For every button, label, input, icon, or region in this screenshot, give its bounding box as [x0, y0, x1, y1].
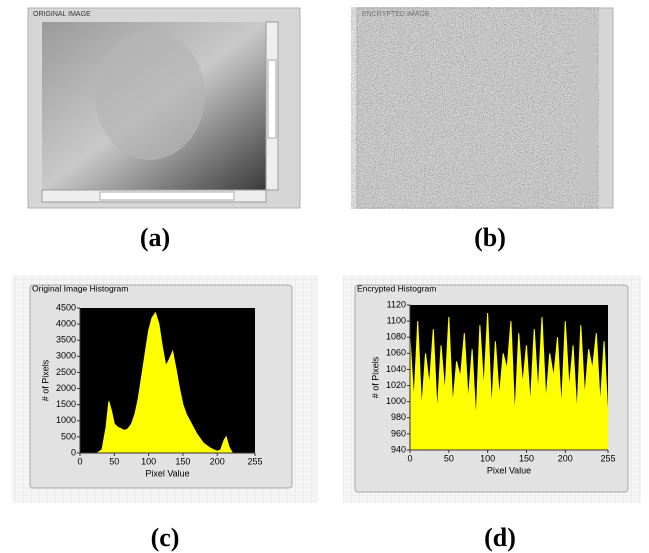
chart-title: Original Image Histogram	[32, 283, 128, 293]
x-tick-label: 100	[141, 456, 156, 466]
x-tick-label: 255	[600, 453, 615, 463]
y-tick-label: 3000	[56, 351, 76, 361]
y-tick-label: 2000	[56, 383, 76, 393]
x-tick-label: 50	[109, 456, 119, 466]
image-border	[578, 24, 596, 192]
y-tick-label: 1080	[386, 332, 406, 342]
x-tick-label: 200	[558, 453, 573, 463]
x-tick-label: 255	[247, 456, 262, 466]
caption: (b)	[474, 223, 506, 252]
y-tick-label: 500	[61, 431, 76, 441]
y-tick-label: 4000	[56, 318, 76, 328]
scroll-thumb[interactable]	[267, 59, 277, 139]
y-tick-label: 3500	[56, 335, 76, 345]
caption: (a)	[140, 223, 170, 252]
area	[80, 312, 255, 453]
y-tick-label: 1060	[386, 348, 406, 358]
x-axis-label: Pixel Value	[145, 468, 189, 478]
caption: (d)	[484, 523, 516, 552]
y-tick-label: 2500	[56, 367, 76, 377]
line	[409, 313, 609, 422]
y-tick-label: 940	[391, 444, 406, 454]
x-tick-label: 0	[77, 456, 82, 466]
y-tick-label: 960	[391, 428, 406, 438]
y-tick-label: 1000	[56, 415, 76, 425]
y-tick-label: 1120	[387, 299, 406, 309]
y-tick-label: 0	[71, 447, 76, 457]
image-title: ORIGINAL IMAGE	[33, 11, 91, 18]
chart-title: Encrypted Histogram	[357, 283, 436, 293]
y-tick-label: 980	[391, 412, 406, 422]
y-tick-label: 1000	[386, 396, 406, 406]
y-axis-label: # of Pixels	[40, 359, 50, 401]
encrypted-image	[372, 24, 578, 192]
line	[80, 311, 255, 454]
y-axis-label: # of Pixels	[370, 356, 380, 398]
area	[410, 313, 608, 450]
x-tick-label: 50	[444, 453, 454, 463]
y-tick-label: 1500	[56, 399, 76, 409]
caption: (c)	[151, 523, 180, 552]
y-tick-label: 1100	[387, 315, 406, 325]
y-tick-label: 1020	[386, 380, 406, 390]
scroll-thumb[interactable]	[99, 191, 235, 201]
y-tick-label: 1040	[386, 364, 406, 374]
image-title: ENCRYPTED IMAGE	[362, 11, 430, 18]
x-tick-label: 0	[407, 453, 412, 463]
y-tick-label: 4500	[56, 302, 76, 312]
x-tick-label: 100	[480, 453, 495, 463]
x-axis-label: Pixel Value	[487, 465, 531, 475]
x-tick-label: 150	[175, 456, 190, 466]
x-tick-label: 200	[210, 456, 225, 466]
face-shape	[95, 30, 205, 160]
x-tick-label: 150	[519, 453, 534, 463]
